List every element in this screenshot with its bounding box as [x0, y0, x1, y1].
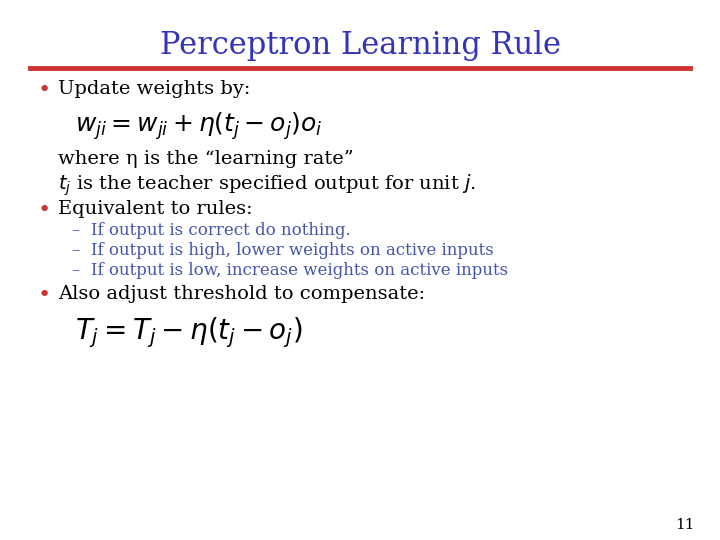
Text: •: • — [38, 285, 51, 305]
Text: –  If output is low, increase weights on active inputs: – If output is low, increase weights on … — [72, 262, 508, 279]
Text: where η is the “learning rate”: where η is the “learning rate” — [58, 150, 354, 168]
Text: 11: 11 — [675, 518, 695, 532]
Text: Perceptron Learning Rule: Perceptron Learning Rule — [160, 30, 560, 61]
Text: $w_{ji} = w_{ji} + \eta(t_j - o_j)o_i$: $w_{ji} = w_{ji} + \eta(t_j - o_j)o_i$ — [75, 110, 323, 141]
Text: Equivalent to rules:: Equivalent to rules: — [58, 200, 253, 218]
Text: •: • — [38, 80, 51, 100]
Text: Update weights by:: Update weights by: — [58, 80, 251, 98]
Text: $t_j$ is the teacher specified output for unit $j$.: $t_j$ is the teacher specified output fo… — [58, 172, 476, 198]
Text: –  If output is high, lower weights on active inputs: – If output is high, lower weights on ac… — [72, 242, 494, 259]
Text: •: • — [38, 200, 51, 220]
Text: –  If output is correct do nothing.: – If output is correct do nothing. — [72, 222, 351, 239]
Text: $T_j = T_j - \eta(t_j - o_j)$: $T_j = T_j - \eta(t_j - o_j)$ — [75, 315, 302, 349]
Text: Also adjust threshold to compensate:: Also adjust threshold to compensate: — [58, 285, 425, 303]
